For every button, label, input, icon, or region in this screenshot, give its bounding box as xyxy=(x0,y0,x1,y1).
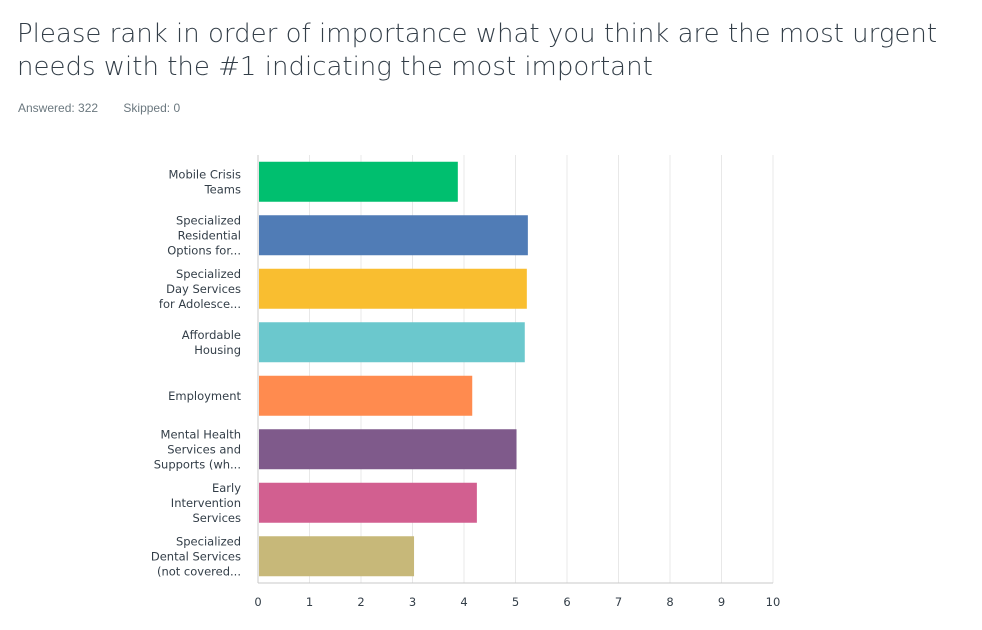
x-tick-label: 10 xyxy=(766,595,781,609)
x-tick-label: 3 xyxy=(409,595,416,609)
category-label: Employment xyxy=(168,389,241,403)
bar[interactable] xyxy=(259,482,477,523)
x-tick-label: 7 xyxy=(615,595,622,609)
x-tick-labels: 0 1 2 3 4 5 6 7 8 9 10 xyxy=(254,595,780,609)
answered-count: Answered: 322 xyxy=(18,101,99,115)
chart-axes xyxy=(257,155,773,584)
category-label: Affordable Housing xyxy=(182,328,241,357)
x-tick-label: 5 xyxy=(512,595,519,609)
response-stats: Answered: 322 Skipped: 0 xyxy=(18,101,202,115)
x-tick-label: 4 xyxy=(460,595,467,609)
category-label: Specialized Residential Options for... xyxy=(167,213,241,257)
x-tick-label: 2 xyxy=(357,595,364,609)
skipped-count: Skipped: 0 xyxy=(123,101,181,115)
category-label: Early Intervention Services xyxy=(171,481,241,525)
bar[interactable] xyxy=(259,161,458,202)
category-label: Mental Health Services and Supports (wh... xyxy=(154,427,241,471)
x-tick-label: 8 xyxy=(666,595,673,609)
bar[interactable] xyxy=(259,536,415,577)
bar[interactable] xyxy=(259,215,528,256)
x-tick-label: 1 xyxy=(306,595,313,609)
category-label: Mobile Crisis Teams xyxy=(168,167,241,196)
bar[interactable] xyxy=(259,375,473,416)
x-tick-label: 0 xyxy=(254,595,261,609)
x-tick-label: 6 xyxy=(563,595,570,609)
bar[interactable] xyxy=(259,322,525,363)
x-tick-label: 9 xyxy=(718,595,725,609)
bar[interactable] xyxy=(259,429,517,470)
category-labels: Mobile Crisis Teams Specialized Residential… xyxy=(151,167,242,578)
category-label: Specialized Dental Services (not covered..… xyxy=(151,534,241,578)
chart-bars xyxy=(259,161,528,577)
question-title: Please rank in order of importance what … xyxy=(17,19,938,82)
category-label: Specialized Day Services for Adolesce... xyxy=(159,267,241,311)
bar[interactable] xyxy=(259,268,527,309)
